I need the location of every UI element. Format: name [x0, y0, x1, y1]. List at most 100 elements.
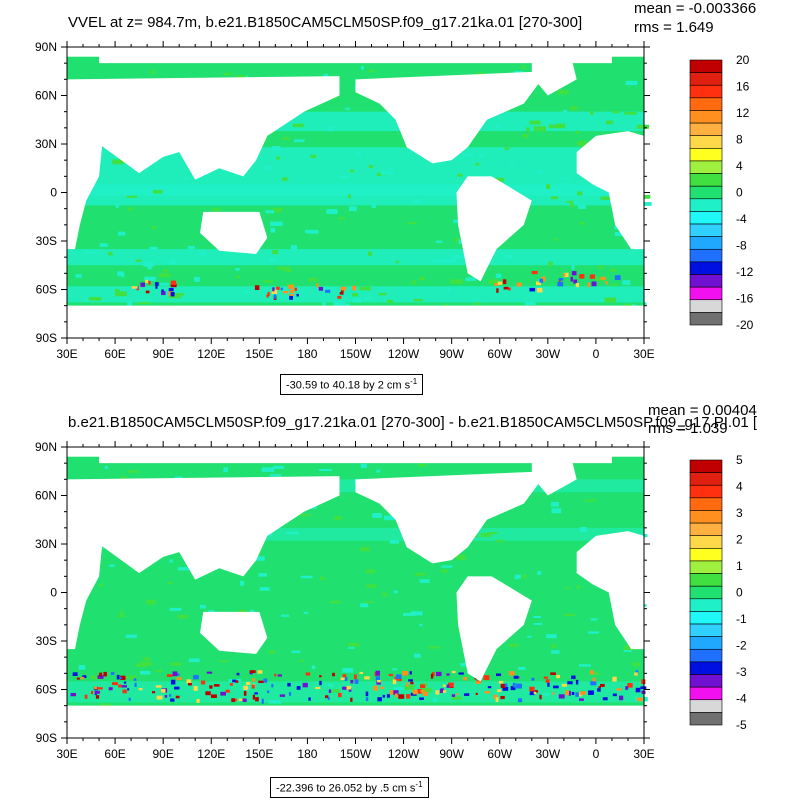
- velocity-speckle: [600, 196, 613, 200]
- velocity-speckle: [211, 208, 220, 212]
- velocity-hotspot: [575, 692, 579, 697]
- velocity-speckle: [269, 221, 283, 227]
- velocity-speckle: [194, 276, 200, 282]
- land-mask: [355, 471, 548, 564]
- velocity-speckle: [115, 204, 119, 208]
- velocity-speckle: [177, 614, 189, 619]
- velocity-hotspot: [354, 679, 359, 684]
- velocity-hotspot: [402, 670, 409, 676]
- velocity-speckle: [285, 531, 299, 535]
- velocity-speckle: [349, 206, 357, 212]
- lat-label: 60N: [35, 489, 57, 503]
- velocity-hotspot: [152, 691, 156, 694]
- velocity-speckle: [142, 657, 150, 661]
- colorbar-segment: [689, 484, 723, 499]
- velocity-speckle: [265, 165, 272, 170]
- velocity-speckle: [117, 271, 125, 277]
- velocity-hotspot: [533, 691, 537, 695]
- velocity-hotspot: [503, 286, 509, 290]
- velocity-hotspot: [354, 674, 357, 680]
- velocity-speckle: [570, 202, 574, 208]
- lon-label: 0: [593, 747, 600, 761]
- velocity-speckle: [291, 650, 301, 654]
- velocity-speckle: [127, 207, 133, 211]
- velocity-hotspot: [420, 689, 425, 693]
- velocity-speckle: [389, 540, 400, 544]
- velocity-speckle: [328, 684, 334, 687]
- velocity-speckle: [125, 634, 137, 638]
- velocity-speckle: [623, 645, 636, 651]
- colorbar-segment: [689, 548, 723, 562]
- colorbar-segment: [689, 173, 723, 187]
- velocity-hotspot: [273, 294, 277, 299]
- land-mask: [200, 611, 268, 654]
- velocity-speckle: [571, 265, 575, 270]
- velocity-hotspot: [570, 276, 573, 282]
- velocity-hotspot: [483, 675, 490, 681]
- velocity-hotspot: [410, 681, 414, 685]
- velocity-speckle: [349, 169, 355, 173]
- lat-label: 30N: [35, 537, 57, 551]
- velocity-hotspot: [220, 691, 226, 696]
- velocity-speckle: [303, 611, 309, 614]
- velocity-hotspot: [558, 694, 565, 699]
- velocity-speckle: [533, 623, 543, 626]
- velocity-hotspot: [500, 695, 505, 700]
- colorbar-label: 5: [736, 453, 743, 467]
- map-area: [67, 455, 648, 738]
- velocity-hotspot: [350, 679, 354, 684]
- rms-value: rms = 1.039: [648, 420, 728, 437]
- colorbar-label: 0: [736, 586, 743, 600]
- velocity-speckle: [576, 585, 581, 589]
- velocity-speckle: [249, 609, 255, 612]
- velocity-hotspot: [619, 695, 624, 701]
- velocity-hotspot: [545, 679, 550, 683]
- velocity-hotspot: [131, 286, 138, 289]
- colorbar-segment: [689, 497, 723, 511]
- velocity-speckle: [639, 202, 652, 206]
- velocity-hotspot: [70, 693, 76, 697]
- velocity-speckle: [578, 204, 587, 209]
- colorbar-segment: [689, 585, 723, 600]
- velocity-speckle: [557, 90, 569, 95]
- velocity-speckle: [352, 298, 362, 303]
- velocity-speckle: [310, 154, 317, 159]
- velocity-speckle: [253, 556, 265, 561]
- velocity-hotspot: [138, 688, 143, 691]
- land-mask: [576, 131, 644, 250]
- velocity-speckle: [441, 565, 453, 568]
- velocity-hotspot: [365, 691, 369, 697]
- velocity-hotspot: [175, 673, 180, 676]
- velocity-speckle: [108, 564, 115, 567]
- velocity-speckle: [518, 666, 526, 670]
- velocity-hotspot: [170, 280, 177, 285]
- velocity-speckle: [160, 282, 170, 286]
- velocity-hotspot: [93, 686, 98, 690]
- land-mask: [67, 305, 644, 338]
- velocity-hotspot: [451, 694, 456, 697]
- velocity-speckle: [551, 650, 560, 654]
- colorbar-segment: [689, 122, 723, 137]
- plot-title: b.e21.B1850CAM5CLM50SP.f09_g17.21ka.01 […: [68, 414, 758, 431]
- velocity-speckle: [129, 675, 137, 680]
- colorbar-label: -5: [736, 718, 747, 732]
- velocity-speckle: [447, 287, 451, 292]
- lat-label: 90N: [35, 40, 57, 54]
- colorbar-segment: [689, 686, 723, 701]
- velocity-hotspot: [558, 279, 561, 283]
- velocity-hotspot: [267, 291, 270, 296]
- velocity-speckle: [168, 293, 182, 299]
- velocity-hotspot: [155, 282, 159, 286]
- velocity-hotspot: [279, 694, 286, 697]
- map-plot-difference: 90N 60N 30N 0 30S 60S 90S 30E 60E 90E 120E 150E 180 1…: [35, 440, 747, 761]
- velocity-hotspot: [487, 685, 492, 689]
- land-mask: [67, 76, 340, 180]
- velocity-speckle: [554, 237, 558, 241]
- velocity-hotspot: [294, 287, 297, 291]
- velocity-speckle: [261, 467, 275, 472]
- velocity-speckle: [504, 147, 510, 151]
- velocity-speckle: [187, 245, 196, 249]
- colorbar-segment: [689, 97, 723, 111]
- velocity-speckle: [579, 664, 591, 667]
- lat-label: 90S: [36, 731, 57, 745]
